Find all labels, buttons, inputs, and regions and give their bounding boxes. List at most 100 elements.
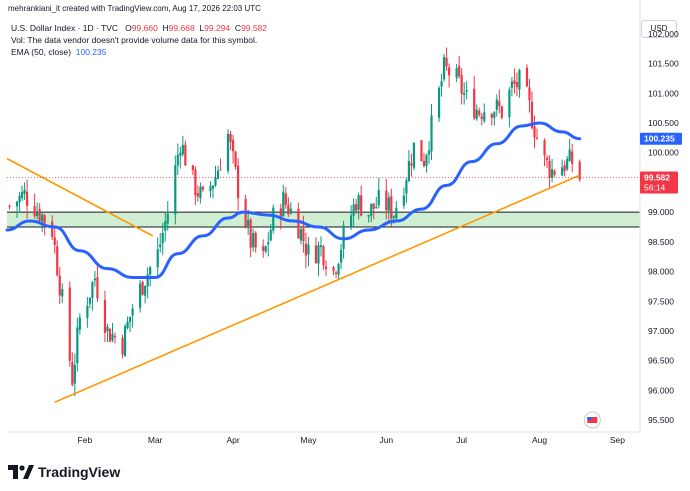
candle-body bbox=[131, 308, 134, 316]
candle-body bbox=[465, 90, 468, 92]
price-tick-label: 100.000 bbox=[648, 148, 679, 158]
candle-body bbox=[282, 191, 285, 217]
bar-countdown-label: 56:14 bbox=[644, 183, 666, 193]
candle-body bbox=[395, 207, 398, 219]
candle-body bbox=[420, 140, 423, 162]
price-tick-label: 98.000 bbox=[648, 267, 674, 277]
candle-body bbox=[530, 101, 534, 128]
candle-body bbox=[234, 151, 237, 167]
candle-body bbox=[262, 246, 265, 251]
candle-body bbox=[15, 201, 19, 207]
candle-body bbox=[385, 190, 388, 211]
ema-value: 100.235 bbox=[75, 47, 107, 57]
candle-body bbox=[267, 242, 270, 245]
candle-body bbox=[201, 186, 205, 190]
legend-symbol-row: U.S. Dollar Index · 1D · TVC O99.660 H99… bbox=[11, 22, 267, 34]
candle-body bbox=[103, 299, 107, 333]
candle-body bbox=[525, 67, 529, 87]
candle-body bbox=[319, 245, 323, 248]
candle-body bbox=[307, 244, 310, 255]
candle-body bbox=[88, 297, 91, 304]
candle-body bbox=[425, 154, 428, 167]
currency-button[interactable]: USD bbox=[641, 20, 677, 38]
volume-note: Vol: The data vendor doesn't provide vol… bbox=[11, 35, 258, 45]
legend-ema-row: EMA (50, close) 100.235 bbox=[11, 46, 267, 58]
candle-body bbox=[61, 289, 64, 297]
price-tick-label: 98.500 bbox=[648, 237, 674, 247]
time-tick-label: Sep bbox=[610, 435, 625, 445]
candle-body bbox=[402, 195, 405, 206]
candle-body bbox=[445, 57, 448, 67]
candle-body bbox=[252, 233, 255, 248]
candle-body bbox=[355, 204, 358, 211]
candle-body bbox=[216, 170, 220, 179]
ema-label[interactable]: EMA (50, close) bbox=[11, 47, 71, 57]
low-value: 99.294 bbox=[204, 23, 231, 33]
chart-credit: mehrankiani_it created with TradingView.… bbox=[8, 4, 261, 13]
candle-body bbox=[550, 169, 554, 178]
candle-body bbox=[455, 68, 458, 78]
candle-body bbox=[513, 80, 516, 84]
candle-body bbox=[199, 186, 202, 199]
candle-body bbox=[279, 208, 282, 217]
candle-body bbox=[247, 219, 250, 226]
candle-body bbox=[38, 208, 41, 221]
candle-body bbox=[548, 160, 551, 178]
price-tick-label: 101.000 bbox=[648, 88, 679, 98]
candle-body bbox=[56, 246, 59, 276]
close-label: C bbox=[234, 23, 242, 33]
candle-body bbox=[407, 160, 411, 181]
candle-body bbox=[86, 305, 89, 319]
candle-body bbox=[508, 89, 511, 118]
candle-body bbox=[473, 88, 476, 119]
candle-body bbox=[269, 229, 272, 241]
candle-body bbox=[360, 195, 363, 216]
candle-body bbox=[121, 337, 124, 355]
brand-name: TradingView bbox=[38, 464, 121, 480]
candle-body bbox=[412, 142, 416, 168]
candle-body bbox=[324, 266, 328, 270]
price-tick-label: 101.500 bbox=[648, 59, 679, 69]
time-tick-label: Jun bbox=[379, 435, 393, 445]
price-tick-label: 97.500 bbox=[648, 296, 674, 306]
candle-body bbox=[483, 112, 486, 121]
candle-body bbox=[460, 75, 463, 94]
symbol-title[interactable]: U.S. Dollar Index · 1D · TVC bbox=[11, 23, 119, 33]
price-tick-label: 102.000 bbox=[648, 29, 679, 39]
candle-body bbox=[43, 215, 46, 224]
candle-body bbox=[475, 109, 478, 119]
candle-body bbox=[495, 99, 498, 110]
candle-body bbox=[78, 317, 81, 330]
ema-price-tag bbox=[640, 132, 682, 145]
candle-body bbox=[20, 192, 24, 198]
candle-body bbox=[553, 170, 556, 175]
candle-body bbox=[73, 364, 76, 384]
time-tick-label: Feb bbox=[78, 435, 93, 445]
candle-body bbox=[196, 193, 200, 197]
candle-body bbox=[93, 278, 97, 281]
close-value: 99.582 bbox=[241, 23, 268, 33]
candle-body bbox=[181, 144, 184, 155]
candle-body bbox=[440, 81, 443, 87]
candle-body bbox=[430, 115, 433, 152]
price-tick-label: 100.500 bbox=[648, 118, 679, 128]
footer-brand: TradingView bbox=[8, 461, 120, 483]
candle-body bbox=[533, 126, 536, 138]
price-chart[interactable]: 102.000 101.500 101.000 100.500 100.000 99.00… bbox=[0, 0, 690, 460]
candle-body bbox=[68, 287, 71, 361]
high-value: 99.668 bbox=[168, 23, 195, 33]
descending-trendline bbox=[6, 157, 154, 237]
economic-event-flag-canton bbox=[587, 417, 592, 420]
candle-body bbox=[229, 133, 232, 143]
chart-legend: U.S. Dollar Index · 1D · TVC O99.660 H99… bbox=[11, 22, 267, 58]
candle-body bbox=[480, 116, 483, 120]
candle-body bbox=[304, 243, 308, 256]
candle-body bbox=[322, 246, 325, 266]
candle-body bbox=[410, 163, 413, 166]
candle-body bbox=[53, 237, 56, 246]
time-tick-label: Apr bbox=[226, 435, 239, 445]
candle-body bbox=[422, 160, 426, 166]
candle-body bbox=[297, 208, 300, 239]
candle-body bbox=[254, 232, 257, 248]
